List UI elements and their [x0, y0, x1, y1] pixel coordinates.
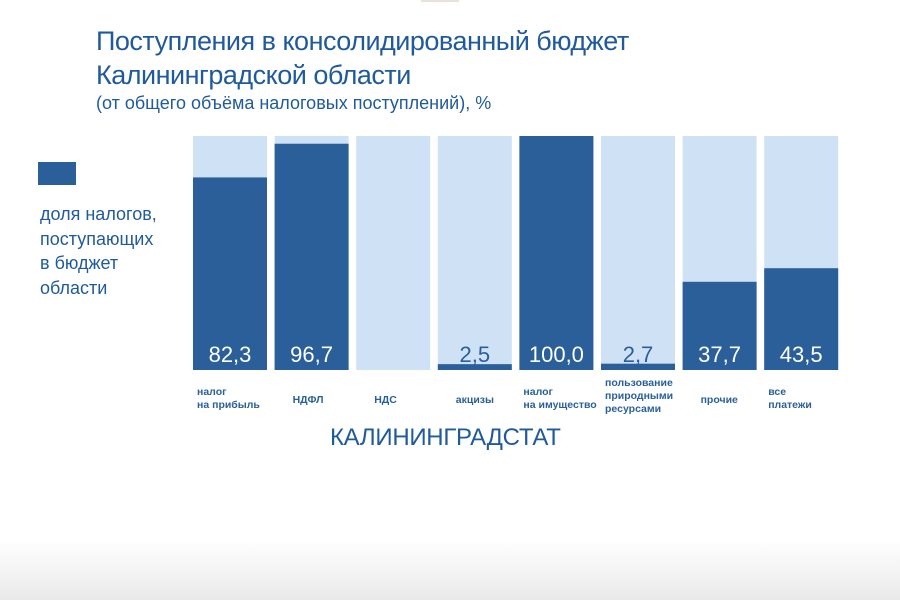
legend-line: в бюджет — [40, 253, 119, 273]
data-label: 82,3 — [209, 342, 252, 367]
legend-line: поступающих — [40, 228, 154, 249]
category-label: на имущество — [523, 399, 596, 411]
chart-subtitle: (от общего объёма налоговых поступлений)… — [96, 93, 492, 113]
bar-remainder — [601, 136, 675, 370]
title-line: Калининградской области — [96, 60, 411, 90]
data-label: 96,7 — [290, 342, 333, 367]
source-label: КАЛИНИНГРАДСТАТ — [330, 424, 561, 451]
data-label: 43,5 — [780, 342, 823, 367]
bar-remainder — [356, 136, 431, 370]
category-label: акцизы — [456, 394, 494, 406]
chart-title: Поступления в консолидированный бюджет К… — [96, 24, 629, 92]
bar-share — [519, 136, 594, 370]
category-label: налог — [523, 386, 553, 398]
bar-remainder — [437, 136, 512, 370]
bar-share — [274, 143, 349, 370]
category-label: природными — [605, 390, 673, 402]
bar-share — [764, 268, 839, 370]
category-label: платежи — [768, 399, 812, 411]
legend-label: доля налогов, поступающих в бюджет облас… — [40, 202, 190, 300]
bottom-shade — [0, 540, 900, 600]
bar-share — [193, 177, 267, 370]
bar-share — [601, 363, 675, 370]
category-label: на прибыль — [197, 399, 260, 411]
bar-share — [437, 364, 512, 370]
category-label: НДФЛ — [293, 394, 324, 406]
data-label: 100,0 — [529, 342, 584, 367]
title-line: Поступления в консолидированный бюджет — [96, 26, 629, 56]
top-mark — [421, 0, 459, 2]
legend-swatch — [38, 162, 76, 185]
data-label: 2,7 — [623, 342, 654, 367]
category-label: ресурсами — [605, 403, 661, 415]
category-label: прочие — [701, 394, 738, 406]
legend-line: области — [40, 277, 108, 298]
data-label: 37,7 — [698, 342, 741, 367]
legend-line: доля налогов, — [40, 204, 157, 224]
category-label: все — [768, 386, 786, 398]
bar-share — [682, 281, 757, 370]
category-label: НДС — [374, 394, 397, 406]
category-label: налог — [197, 386, 227, 398]
category-label: пользование — [605, 377, 673, 389]
data-label: 2,5 — [460, 342, 491, 367]
